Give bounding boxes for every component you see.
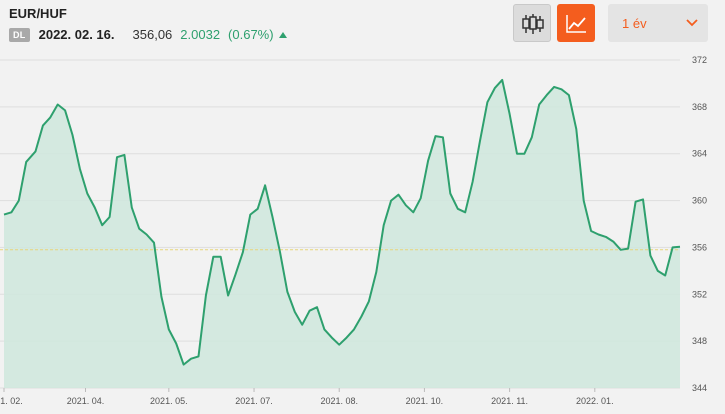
y-tick-label: 356 bbox=[692, 242, 707, 252]
y-tick-label: 352 bbox=[692, 289, 707, 299]
chevron-down-icon bbox=[686, 19, 698, 27]
x-axis: 2021. 02. 2021. 04. 2021. 05. 2021. 07. 2021… bbox=[0, 388, 614, 406]
quote-date: 2022. 02. 16. bbox=[38, 27, 115, 42]
y-tick-label: 368 bbox=[692, 102, 707, 112]
y-tick-label: 344 bbox=[692, 383, 707, 393]
y-tick-label: 348 bbox=[692, 336, 707, 346]
x-tick-label: 2021. 04. bbox=[67, 396, 105, 406]
quote-info: DL 2022. 02. 16. 356,06 2.0032 (0.67%) bbox=[9, 27, 287, 42]
x-tick-label: 2021. 08. bbox=[320, 396, 358, 406]
last-price: 356,06 bbox=[132, 27, 173, 42]
period-select[interactable]: 1 év bbox=[608, 4, 708, 42]
period-label: 1 év bbox=[622, 16, 647, 31]
price-change-percent: (0.67%) bbox=[228, 27, 274, 42]
line-chart-button[interactable] bbox=[557, 4, 595, 42]
price-line bbox=[3, 78, 681, 366]
line-chart-icon bbox=[566, 15, 586, 33]
quote-header: EUR/HUF DL 2022. 02. 16. 356,06 2.0032 (… bbox=[0, 0, 725, 56]
candlestick-chart-button[interactable] bbox=[513, 4, 551, 42]
candlestick-icon bbox=[522, 14, 544, 34]
x-tick-label: 2021. 10. bbox=[406, 396, 444, 406]
price-area bbox=[4, 79, 680, 389]
exchange-badge: DL bbox=[9, 27, 30, 42]
x-tick-label: 2022. 01. bbox=[576, 396, 614, 406]
price-change: 2.0032 bbox=[180, 27, 221, 42]
trend-up-icon bbox=[278, 31, 287, 38]
y-tick-label: 364 bbox=[692, 149, 707, 159]
y-axis: 344 348 352 356 360 364 368 372 bbox=[692, 55, 707, 393]
symbol-label: EUR/HUF bbox=[9, 6, 67, 21]
y-tick-label: 360 bbox=[692, 196, 707, 206]
y-tick-label: 372 bbox=[692, 55, 707, 65]
x-tick-label: 2021. 07. bbox=[235, 396, 273, 406]
x-tick-label: 2021. 05. bbox=[150, 396, 188, 406]
x-tick-label: 2021. 02. bbox=[0, 396, 23, 406]
x-tick-label: 2021. 11. bbox=[491, 396, 528, 406]
